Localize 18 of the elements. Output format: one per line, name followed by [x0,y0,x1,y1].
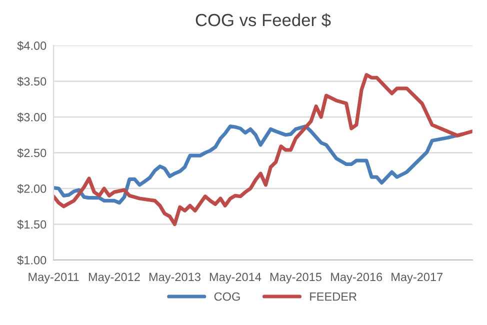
y-tick-label: $3.00 [17,112,46,122]
y-tick-label: $1.00 [17,256,46,266]
x-tick-label: May-2012 [88,272,140,284]
x-tick-label: May-2016 [331,272,382,284]
x-tick-label: May-2011 [28,272,79,284]
chart-title: COG vs Feeder $ [196,13,331,28]
legend-label: FEEDER [310,292,356,301]
x-tick-label: May-2017 [392,272,443,284]
y-tick-label: $1.50 [17,220,46,230]
y-tick-label: $3.50 [17,76,46,86]
line-series [54,73,472,226]
legend-label: COG [214,292,240,301]
x-tick-label: May-2014 [210,272,262,284]
x-tick-label: May-2015 [270,272,322,284]
y-tick-label: $2.50 [17,148,46,158]
y-tick-label: $2.00 [17,184,46,194]
x-tick-label: May-2013 [149,272,200,284]
y-tick-label: $4.00 [17,41,46,51]
